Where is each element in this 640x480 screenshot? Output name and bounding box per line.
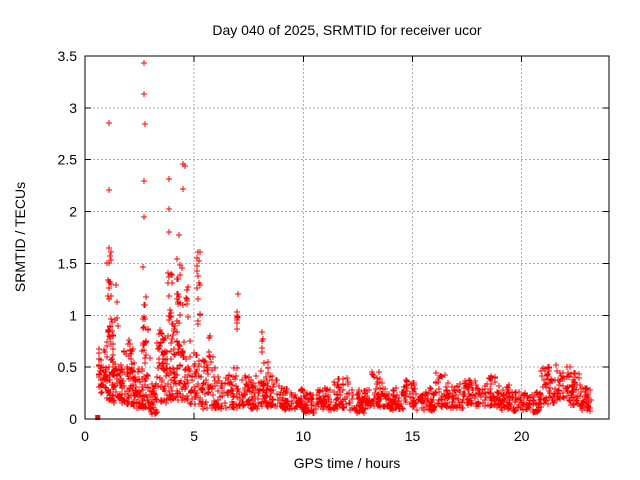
y-tick-label: 0 — [69, 411, 77, 427]
x-tick-label: 20 — [514, 428, 530, 444]
tick-labels: 0 5 10 15 20 0 0.5 1 1.5 2 2.5 3 3.5 — [58, 48, 530, 444]
x-axis-label: GPS time / hours — [294, 455, 401, 471]
plot-border — [84, 55, 610, 420]
y-tick-label: 2 — [69, 204, 77, 220]
y-tick-label: 3.5 — [58, 48, 78, 64]
x-tick-label: 5 — [190, 428, 198, 444]
chart-title: Day 040 of 2025, SRMTID for receiver uco… — [212, 22, 482, 38]
gridlines — [84, 55, 609, 420]
y-tick-label: 2.5 — [58, 152, 78, 168]
x-tick-label: 15 — [405, 428, 421, 444]
data-points — [95, 60, 594, 420]
y-axis-label: SRMTID / TECUs — [12, 182, 28, 292]
y-tick-label: 1 — [69, 307, 77, 323]
x-tick-label: 0 — [81, 428, 89, 444]
x-tick-label: 10 — [296, 428, 312, 444]
y-tick-label: 3 — [69, 100, 77, 116]
y-tick-label: 0.5 — [58, 359, 78, 375]
y-tick-label: 1.5 — [58, 255, 78, 271]
